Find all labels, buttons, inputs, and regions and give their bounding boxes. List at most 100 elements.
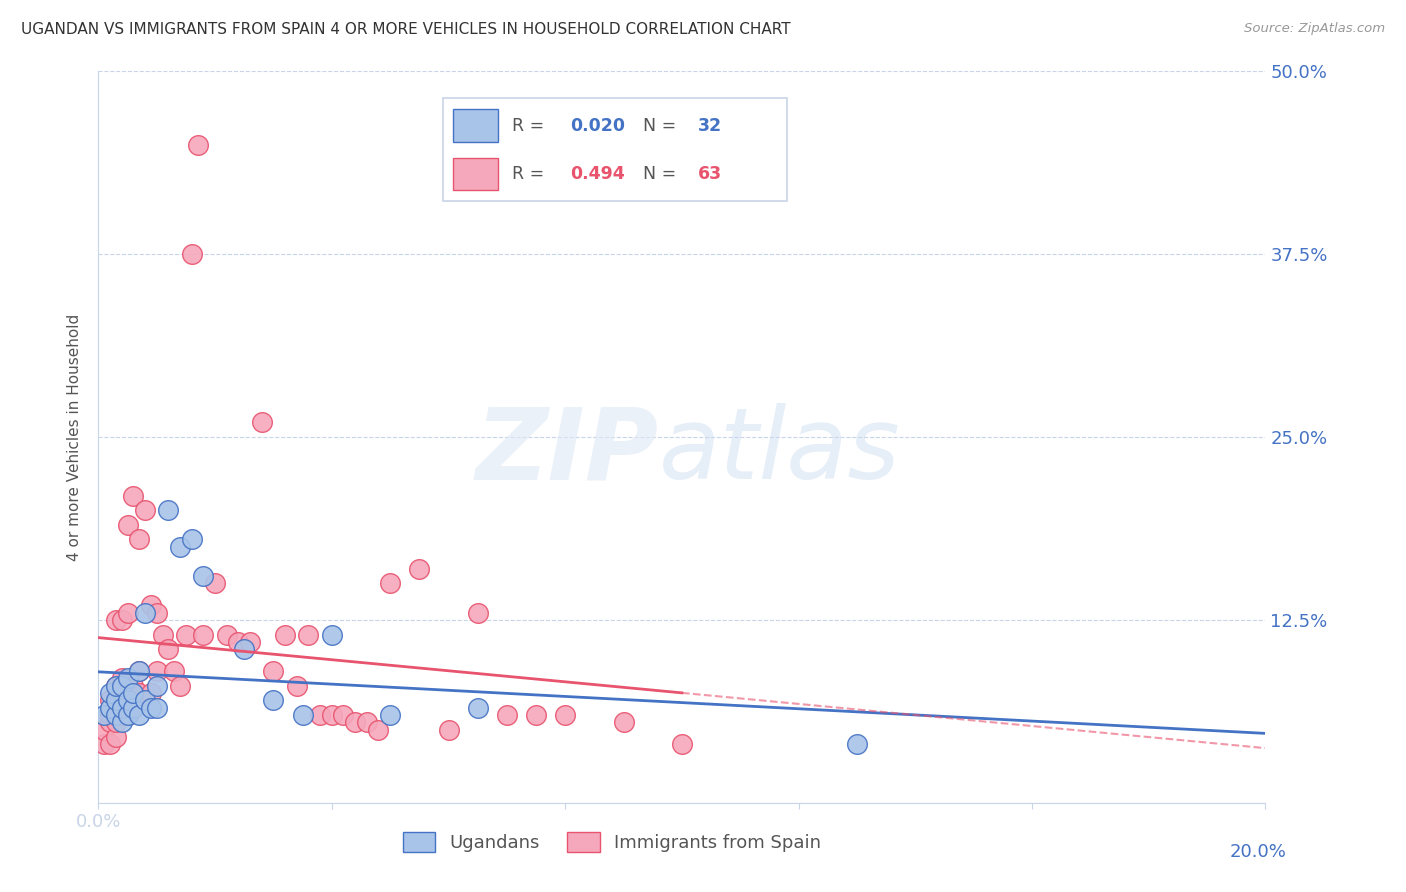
Point (117, 606, 139, 620)
Point (262, 664, 284, 678)
Point (122, 700, 145, 714)
Legend: Ugandans, Immigrants from Spain: Ugandans, Immigrants from Spain (395, 824, 828, 860)
Point (93, 737, 115, 751)
Point (93, 708, 115, 723)
Point (146, 606, 169, 620)
Point (344, 715, 367, 730)
Text: ZIP: ZIP (475, 403, 658, 500)
Point (467, 700, 489, 714)
Point (321, 627, 343, 641)
Point (122, 679, 145, 693)
Point (117, 708, 139, 723)
Point (128, 708, 150, 723)
Point (163, 664, 186, 678)
Point (111, 700, 134, 714)
Point (228, 635, 250, 649)
Point (134, 693, 156, 707)
Point (104, 613, 127, 627)
Point (671, 737, 693, 751)
Point (117, 517, 139, 532)
Point (128, 533, 150, 547)
Point (117, 693, 139, 707)
Point (117, 693, 139, 707)
Point (174, 627, 197, 641)
Point (437, 723, 460, 737)
Point (111, 679, 134, 693)
Text: R =: R = (512, 165, 550, 183)
Point (193, 627, 215, 641)
Point (169, 540, 191, 554)
Point (134, 606, 156, 620)
Point (111, 672, 134, 686)
Point (117, 672, 139, 686)
Point (157, 642, 180, 657)
Point (104, 679, 127, 693)
Point (98, 693, 121, 707)
Point (139, 700, 162, 714)
Point (98, 737, 121, 751)
Point (93, 723, 115, 737)
Point (111, 708, 134, 723)
Point (128, 664, 150, 678)
Point (524, 708, 547, 723)
Point (187, 137, 209, 152)
Point (157, 503, 180, 517)
Point (104, 700, 127, 714)
Point (104, 715, 127, 730)
Point (134, 693, 156, 707)
Text: 32: 32 (697, 117, 721, 135)
Point (367, 723, 389, 737)
Point (98, 686, 121, 700)
Point (111, 715, 134, 730)
Point (332, 708, 354, 723)
Point (111, 613, 134, 627)
Point (139, 686, 162, 700)
Y-axis label: 4 or more Vehicles in Household: 4 or more Vehicles in Household (67, 313, 83, 561)
Text: 0.494: 0.494 (571, 165, 626, 183)
FancyBboxPatch shape (453, 110, 498, 142)
Point (297, 627, 319, 641)
Point (128, 664, 150, 678)
Point (146, 700, 169, 714)
Point (356, 715, 378, 730)
Point (204, 576, 226, 591)
Point (215, 627, 238, 641)
Point (408, 562, 430, 576)
Text: UGANDAN VS IMMIGRANTS FROM SPAIN 4 OR MORE VEHICLES IN HOUSEHOLD CORRELATION CHA: UGANDAN VS IMMIGRANTS FROM SPAIN 4 OR MO… (21, 22, 790, 37)
Point (180, 247, 202, 261)
Text: R =: R = (512, 117, 550, 135)
Point (117, 708, 139, 723)
Point (554, 708, 576, 723)
Point (122, 686, 145, 700)
Point (180, 533, 202, 547)
Point (233, 642, 256, 657)
Point (98, 715, 121, 730)
Text: 63: 63 (697, 165, 721, 183)
Text: N =: N = (643, 117, 682, 135)
Point (285, 679, 308, 693)
Point (122, 489, 145, 503)
Point (134, 503, 156, 517)
Point (250, 416, 273, 430)
Point (467, 606, 489, 620)
Text: 0.020: 0.020 (571, 117, 626, 135)
Point (612, 715, 634, 730)
Point (380, 708, 402, 723)
Point (846, 737, 869, 751)
Text: 20.0%: 20.0% (1230, 843, 1286, 861)
Point (104, 693, 127, 707)
Point (239, 635, 262, 649)
Point (104, 679, 127, 693)
Point (274, 627, 297, 641)
Point (98, 708, 121, 723)
Point (152, 627, 174, 641)
Point (146, 664, 169, 678)
Point (291, 708, 314, 723)
Point (321, 708, 343, 723)
Point (496, 708, 519, 723)
Point (122, 700, 145, 714)
Text: atlas: atlas (658, 403, 900, 500)
Point (193, 569, 215, 583)
Point (380, 576, 402, 591)
Text: N =: N = (643, 165, 682, 183)
